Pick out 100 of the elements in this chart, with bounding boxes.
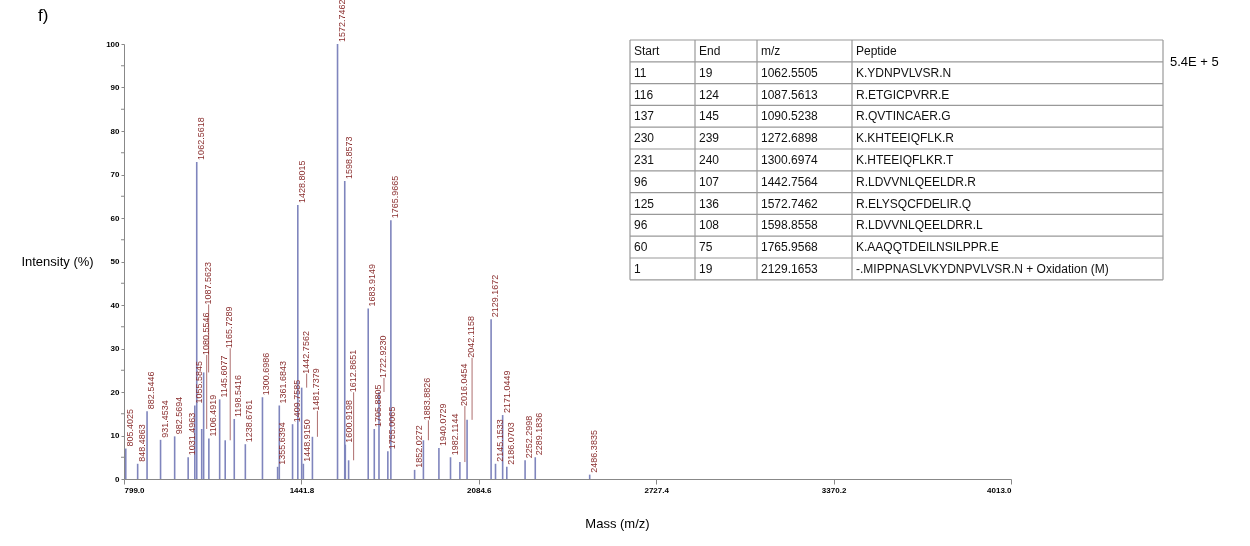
text: -.MIPPNASLVKYDNPVLVSR.N + Oxidation (M) [856, 261, 1109, 276]
text: R.LDVVNLQEELDRR.L [856, 218, 983, 233]
annotation: 1087.5623 [202, 261, 213, 305]
x-tick-label: 2084.6 [467, 485, 493, 495]
text: f) [38, 6, 49, 25]
text: 96 [634, 218, 648, 233]
text: 60 [634, 240, 648, 255]
text: 137 [634, 109, 655, 124]
x-tick-label: 3370.2 [821, 485, 847, 495]
category-label: Start [634, 43, 661, 58]
text: 108 [699, 218, 720, 233]
text: 231 [634, 152, 655, 167]
annotation: 1198.5416 [233, 375, 244, 417]
text: 107 [699, 174, 720, 189]
annotation: 1940.0729 [437, 403, 448, 447]
text: 96 [634, 174, 648, 189]
text: 1765.9568 [761, 240, 818, 255]
annotation: 931.4534 [159, 400, 170, 438]
y-tick-label: 10 [110, 431, 121, 440]
annotation: 1481.7379 [311, 368, 322, 411]
annotation: 1165.7289 [224, 306, 235, 349]
text: 1572.7462 [761, 196, 818, 211]
annotation: 1755.0065 [386, 406, 397, 450]
text: 1300.6974 [761, 152, 818, 167]
text: K.KHTEEIQFLK.R [856, 131, 955, 146]
y-tick-label: 80 [110, 126, 121, 136]
category-label: End [699, 43, 721, 58]
text: 11 [634, 65, 647, 80]
annotation: 2145.1533 [494, 419, 505, 462]
annotation: 1705.8805 [373, 384, 384, 427]
y-tick-label: 40 [110, 300, 121, 310]
y-axis-title: Intensity (%) [21, 254, 94, 269]
text: 1 [634, 261, 641, 276]
text: K.AAQQTDEILNSILPPR.E [856, 240, 999, 255]
annotation: 805.4025 [124, 409, 135, 447]
annotation: 1883.8826 [422, 377, 433, 421]
annotation: 1080.5546 [200, 312, 211, 355]
annotation: 1300.6986 [261, 352, 272, 396]
annotation: 1238.6761 [244, 399, 255, 443]
x-tick-label: 2727.4 [644, 485, 670, 495]
y-tick-label: 30 [110, 344, 121, 353]
text: 2129.1653 [761, 261, 818, 276]
text: 1272.6898 [761, 131, 818, 146]
annotation: 2186.0703 [505, 422, 516, 465]
annotation: 1106.4919 [207, 394, 218, 437]
annotation: 2171.0449 [501, 370, 512, 414]
text: 1090.5238 [761, 109, 818, 124]
text: 230 [634, 131, 655, 146]
text: 1598.8558 [761, 218, 818, 233]
text: K.YDNPVLVSR.N [856, 65, 952, 80]
annotation: 1852.0272 [413, 425, 424, 468]
x-axis-title: Mass (m/z) [585, 515, 650, 531]
text: R.ETGICPVRR.E [856, 87, 950, 102]
annotation: 1765.9665 [389, 175, 400, 219]
text: R.ELYSQCFDELIR.Q [856, 196, 972, 211]
text: R.LDVVNLQEELDR.R [856, 174, 977, 189]
annotation: 1442.7562 [300, 331, 311, 374]
annotation: 1572.7462 [336, 0, 347, 42]
annotation: 1683.9149 [367, 263, 378, 307]
text: 1442.7564 [761, 174, 818, 189]
text: 240 [699, 152, 720, 167]
text: 5.4E + 5 [1170, 54, 1219, 69]
annotation: 848.4863 [136, 424, 147, 462]
annotation: 882.5446 [146, 371, 157, 410]
annotation: 2042.1158 [466, 315, 477, 358]
x-tick-label: 799.0 [124, 485, 146, 495]
text: K.HTEEIQFLKR.T [856, 152, 954, 167]
annotation: 1612.8651 [347, 349, 358, 393]
annotation: 1600.9198 [344, 400, 355, 443]
y-tick-label: 100 [106, 39, 121, 49]
y-tick-label: 0 [115, 474, 121, 484]
annotation: 2129.1672 [490, 274, 501, 318]
y-tick-label: 20 [110, 387, 121, 397]
annotation: 1355.6394 [276, 422, 287, 465]
annotation: 2289.1836 [534, 412, 545, 456]
text: 136 [699, 196, 720, 211]
y-tick-label: 60 [110, 213, 121, 223]
annotation: 1409.7585 [291, 379, 302, 423]
x-tick-label: 4013.0 [987, 485, 1013, 495]
annotation: 1722.9230 [377, 335, 388, 378]
annotation: 2016.0454 [458, 363, 469, 407]
annotation: 1982.1144 [449, 413, 460, 456]
text: R.QVTINCAER.G [856, 109, 951, 124]
text: 124 [699, 87, 720, 102]
annotation: 982.5694 [173, 396, 184, 435]
annotation: 1055.5845 [193, 360, 204, 404]
annotation: 1031.4963 [187, 412, 198, 456]
y-tick-label: 50 [110, 257, 121, 266]
annotation: 1428.8015 [296, 160, 307, 203]
annotation: 1361.6843 [278, 360, 289, 404]
annotation: 2486.3835 [588, 430, 599, 473]
text: 145 [699, 109, 720, 124]
x-tick-label: 1441.8 [289, 485, 315, 495]
text: 116 [634, 87, 654, 102]
annotation: 1062.5618 [195, 117, 206, 160]
annotation: 1145.6077 [218, 355, 229, 398]
y-tick-label: 90 [110, 83, 121, 92]
text: 1087.5613 [761, 87, 818, 102]
text: 125 [634, 196, 655, 211]
category-label: Peptide [856, 43, 898, 58]
